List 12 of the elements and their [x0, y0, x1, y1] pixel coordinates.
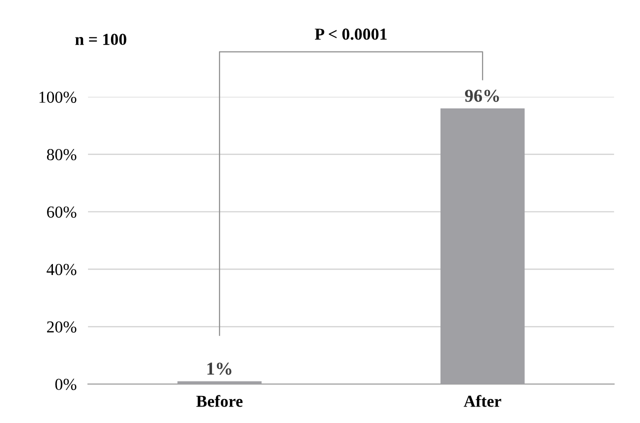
text: P < 0.0001 — [314, 28, 387, 40]
text: n = 100 — [75, 34, 126, 46]
data-label: 96% — [465, 90, 499, 102]
x-tick-label: Before — [196, 395, 243, 407]
y-tick-label: 20% — [47, 321, 76, 333]
y-tick-label: 100% — [39, 92, 76, 103]
data-label: 1% — [207, 362, 232, 375]
x-tick-label: After — [464, 395, 502, 407]
y-tick-label: 80% — [46, 149, 76, 160]
y-tick-label: 40% — [46, 264, 76, 276]
y-tick-label: 60% — [47, 206, 76, 218]
y-tick-label: 0% — [55, 378, 76, 390]
